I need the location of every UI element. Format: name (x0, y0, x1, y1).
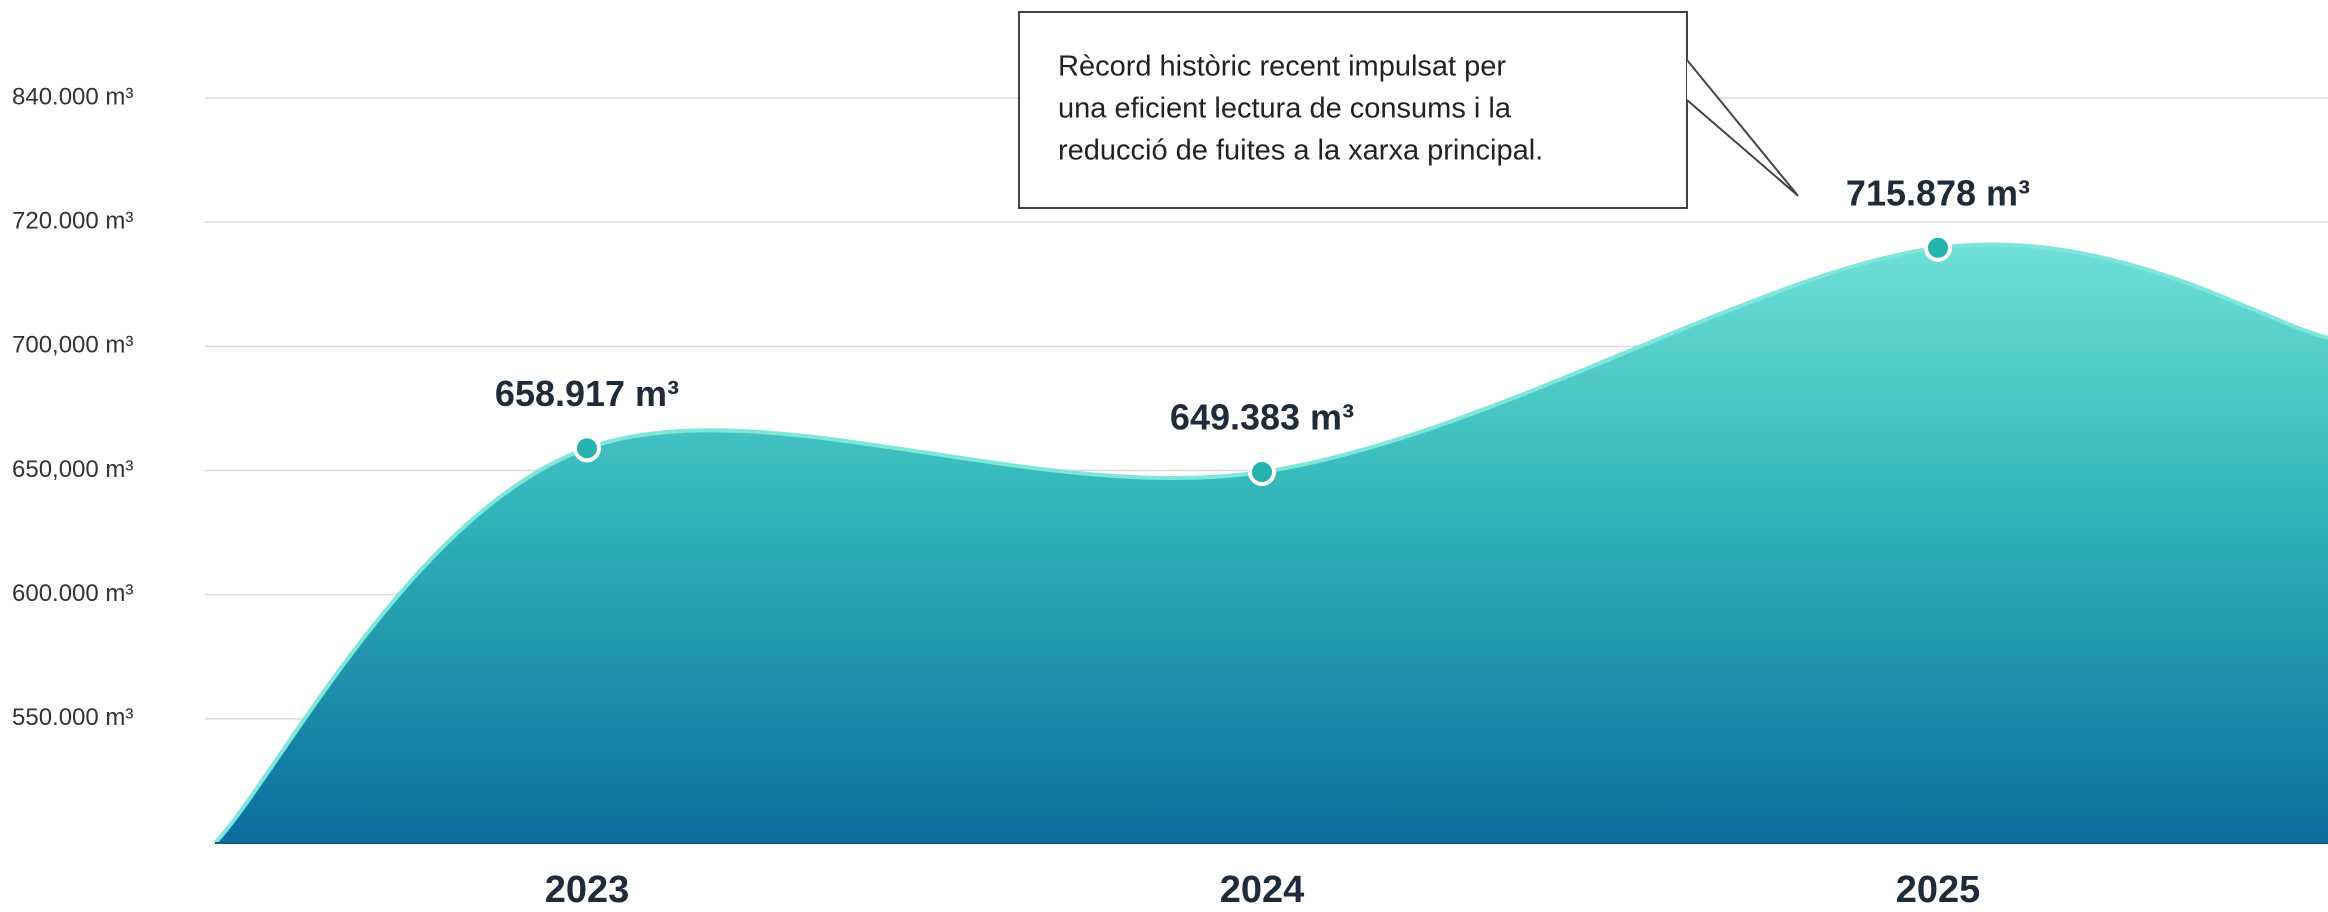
y-tick-label: 600.000 m³ (12, 580, 133, 607)
x-tick-label: 2024 (1220, 869, 1305, 911)
annotation-box (1018, 11, 1688, 209)
annotation-text: reducció de fuites a la xarxa principal. (1058, 135, 1543, 167)
area-group (213, 233, 2328, 845)
x-tick-label: 2023 (545, 869, 630, 911)
data-point (1248, 458, 1276, 487)
annotation-text: Rècord històric recent impulsat per (1058, 51, 1506, 83)
annotation: Rècord històric recent impulsat per una … (1018, 11, 1799, 209)
value-label: 715.878 m³ (1846, 172, 2030, 213)
y-tick-label: 700,000 m³ (12, 332, 133, 359)
annotation-pointer (1686, 59, 1799, 197)
labels: 550.000 m³ 600.000 m³ 650,000 m³ 700,000 m³… (12, 83, 2030, 911)
area-fill (215, 244, 2328, 844)
data-point (1924, 233, 1952, 262)
data-point (573, 434, 601, 463)
y-tick-label: 650,000 m³ (12, 456, 133, 483)
y-tick-label: 720.000 m³ (12, 208, 133, 235)
x-tick-label: 2025 (1896, 869, 1981, 911)
value-label: 658.917 m³ (495, 373, 679, 414)
annotation-text: una eficient lectura de consums i la (1058, 93, 1512, 125)
y-tick-label: 550.000 m³ (12, 704, 133, 731)
value-label: 649.383 m³ (1170, 397, 1354, 438)
y-tick-label: 840.000 m³ (12, 83, 133, 110)
